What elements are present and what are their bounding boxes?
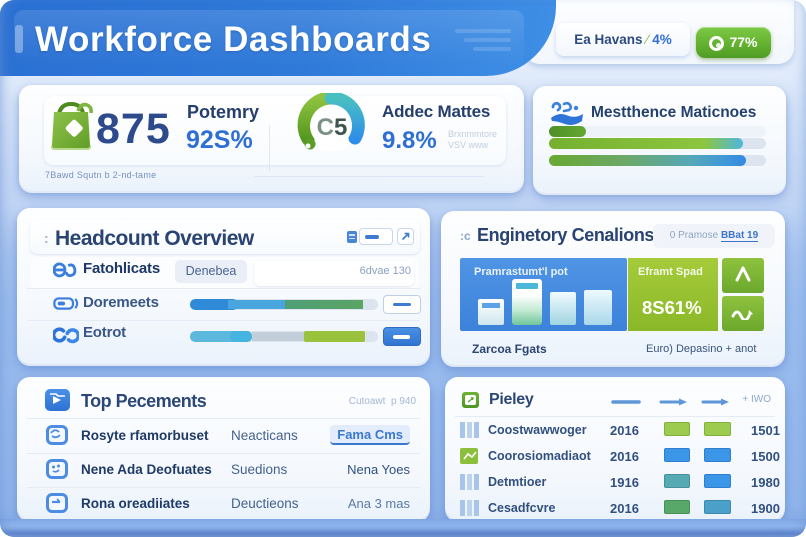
svg-text:C5: C5 (317, 114, 348, 141)
